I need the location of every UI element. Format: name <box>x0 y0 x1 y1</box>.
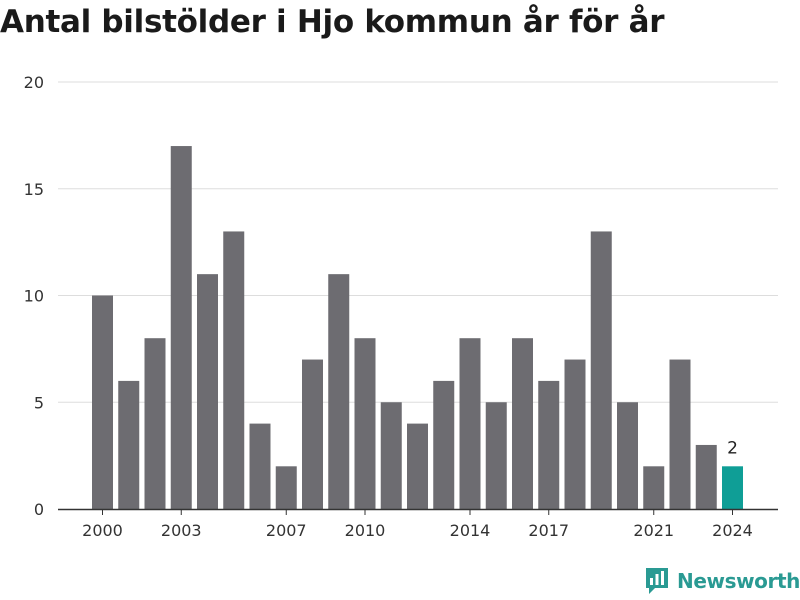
bars <box>92 146 743 510</box>
bar-2010 <box>354 338 376 509</box>
y-tick-label: 5 <box>34 393 44 412</box>
bar-2003 <box>170 146 192 510</box>
bar-2009 <box>328 274 350 509</box>
y-tick-label: 20 <box>24 73 44 92</box>
bar-2001 <box>118 380 140 509</box>
bar-2024 <box>722 466 743 509</box>
bar-2023 <box>695 444 717 509</box>
x-tick-label: 2024 <box>712 521 753 540</box>
x-tick-label: 2007 <box>266 521 307 540</box>
bar-2015 <box>485 402 507 509</box>
bar-2013 <box>433 380 455 509</box>
bar-2004 <box>197 274 218 509</box>
bar-2005 <box>223 231 245 509</box>
gridlines <box>58 81 778 403</box>
x-tick-label: 2000 <box>82 521 123 540</box>
bar-2012 <box>407 423 428 509</box>
bar-2011 <box>380 402 402 509</box>
newsworthy-logo: Newsworthy <box>644 566 800 596</box>
chart-title: Antal bilstölder i Hjo kommun år för år <box>0 4 665 40</box>
y-axis-ticks: 0 5 10 15 20 <box>24 73 44 519</box>
newsworthy-icon <box>646 568 668 594</box>
bar-2017 <box>538 380 560 509</box>
bar-chart: 0 5 10 15 20 2000 2003 2007 2010 2014 2017 2021 202… <box>24 73 778 540</box>
bar-2016 <box>512 338 533 509</box>
y-tick-label: 0 <box>34 500 44 519</box>
bar-2006 <box>249 423 271 509</box>
brand-name: Newsworthy <box>677 569 800 593</box>
y-tick-label: 15 <box>24 180 44 199</box>
bar-2002 <box>144 338 166 509</box>
x-tick-label: 2010 <box>345 521 386 540</box>
x-tick-label: 2014 <box>450 521 491 540</box>
bar-2018 <box>564 359 586 509</box>
x-tick-label: 2017 <box>528 521 569 540</box>
x-tick-label: 2021 <box>633 521 674 540</box>
bar-2008 <box>302 359 323 509</box>
data-labels: 2 <box>727 438 738 458</box>
bar-2019 <box>590 231 612 509</box>
x-axis-ticks: 2000 2003 2007 2010 2014 2017 2021 2024 <box>82 509 753 540</box>
bar-2020 <box>617 402 638 509</box>
bar-2022 <box>669 359 691 509</box>
x-tick-label: 2003 <box>161 521 202 540</box>
bar-2007 <box>275 466 297 509</box>
bar-2014 <box>459 338 481 509</box>
y-tick-label: 10 <box>24 287 44 306</box>
bar-2000 <box>92 295 113 509</box>
bar-2021 <box>643 466 665 509</box>
data-label-2024: 2 <box>727 438 738 458</box>
